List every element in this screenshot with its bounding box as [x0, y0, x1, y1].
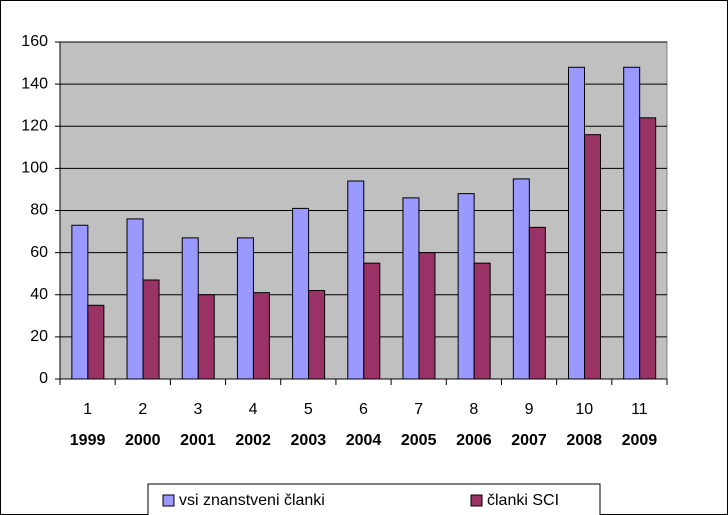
x-year-label: 2003: [291, 432, 327, 449]
x-year-label: 2000: [125, 432, 161, 449]
bar: [252, 292, 270, 380]
bar: [363, 262, 381, 380]
legend-box: [147, 483, 601, 515]
bar: [639, 117, 657, 380]
x-tick-label: 4: [249, 401, 258, 418]
bar: [512, 178, 530, 380]
y-tick-label: 160: [21, 33, 48, 50]
x-year-label: 2001: [180, 432, 216, 449]
x-year-label: 2006: [456, 432, 492, 449]
legend-label: članki SCI: [487, 492, 559, 509]
x-year-label: 2002: [235, 432, 271, 449]
bar: [236, 237, 254, 380]
legend-swatch: [470, 494, 483, 507]
y-tick-label: 80: [30, 202, 48, 219]
x-tick-label: 6: [359, 401, 368, 418]
y-tick-label: 60: [30, 244, 48, 261]
y-tick-label: 0: [39, 370, 48, 387]
y-tick-label: 140: [21, 75, 48, 92]
x-tick-label: 3: [194, 401, 203, 418]
bar: [308, 290, 326, 380]
bar: [457, 193, 475, 380]
bar: [418, 252, 436, 380]
x-year-label: 2008: [566, 432, 602, 449]
bar: [292, 207, 310, 380]
x-year-label: 2007: [511, 432, 547, 449]
y-tick-label: 40: [30, 286, 48, 303]
bar: [197, 294, 215, 380]
legend-label: vsi znanstveni članki: [179, 492, 325, 509]
x-year-label: 1999: [70, 432, 106, 449]
x-year-label: 2004: [346, 432, 382, 449]
y-tick-label: 120: [21, 117, 48, 134]
bar: [623, 66, 641, 380]
y-tick-label: 20: [30, 328, 48, 345]
bar: [87, 304, 105, 380]
bar: [126, 218, 144, 380]
bar: [568, 66, 586, 380]
x-year-label: 2009: [622, 432, 658, 449]
x-tick-label: 7: [414, 401, 423, 418]
x-tick-label: 2: [138, 401, 147, 418]
bar: [584, 134, 602, 380]
bar: [142, 279, 160, 380]
bar: [402, 197, 420, 380]
bar: [528, 226, 546, 380]
legend-swatch: [162, 494, 175, 507]
x-tick-label: 8: [469, 401, 478, 418]
x-tick-label: 9: [525, 401, 534, 418]
bar: [181, 237, 199, 380]
x-tick-label: 1: [83, 401, 92, 418]
bar: [473, 262, 491, 380]
x-tick-label: 11: [631, 401, 648, 418]
x-year-label: 2005: [401, 432, 437, 449]
bar: [71, 224, 89, 380]
x-tick-label: 10: [575, 401, 593, 418]
y-tick-label: 100: [21, 160, 48, 177]
x-tick-label: 5: [304, 401, 313, 418]
bar: [347, 180, 365, 380]
